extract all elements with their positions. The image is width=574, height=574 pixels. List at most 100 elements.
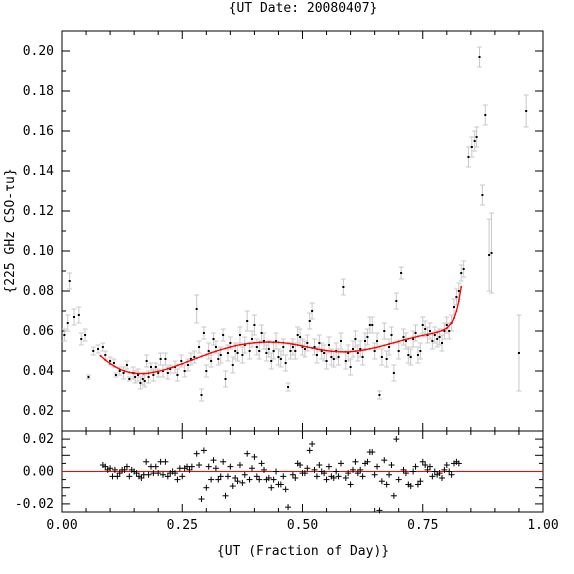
fit-point (272, 341, 275, 344)
data-point (359, 348, 362, 350)
fit-point (416, 335, 419, 338)
residual-point (160, 471, 167, 478)
data-point (303, 348, 306, 350)
data-point (258, 350, 261, 352)
data-point (291, 346, 294, 348)
fit-point (364, 348, 367, 351)
residual-point (200, 447, 207, 454)
data-point (66, 322, 69, 324)
residual-point (179, 473, 186, 480)
data-point (470, 146, 473, 148)
data-point (176, 374, 179, 376)
residual-point (410, 468, 417, 475)
residual-point (114, 473, 121, 480)
residual-point (323, 476, 330, 483)
data-point (296, 334, 299, 336)
residual-point (121, 466, 128, 473)
fit-point (354, 350, 357, 353)
data-point (440, 342, 443, 344)
data-point (318, 342, 321, 344)
residual-point (330, 474, 337, 481)
data-point (412, 338, 415, 340)
data-point (80, 338, 83, 340)
residual-point (282, 486, 289, 493)
data-point (214, 346, 217, 348)
x-tick-label: 0.00 (46, 518, 77, 533)
data-point (195, 308, 198, 310)
residual-point (424, 466, 431, 473)
data-point (180, 360, 183, 362)
y-tick-label: 0.02 (23, 404, 54, 419)
data-point (445, 324, 448, 326)
fit-point (436, 331, 439, 334)
residual-point (402, 470, 409, 477)
data-point (198, 346, 201, 348)
data-point (246, 320, 249, 322)
residual-point (196, 462, 203, 469)
data-point (238, 334, 241, 336)
data-point (342, 286, 345, 288)
data-point (481, 194, 484, 196)
residual-point (419, 458, 426, 465)
residual-point (198, 496, 205, 503)
residual-panel: 0.00 0.25 0.50 0.75 1.00 0.02 0.00 -0.02 (15, 430, 559, 533)
y-tick-label: -0.02 (15, 497, 54, 512)
residual-point (224, 473, 231, 480)
residual-point (390, 492, 397, 499)
fit-point (311, 347, 314, 349)
residual-point (301, 470, 308, 477)
fit-point (431, 332, 434, 335)
residual-point (335, 473, 342, 480)
residual-point (261, 466, 268, 473)
data-point (136, 374, 139, 376)
residual-point (241, 471, 248, 478)
fit-point (383, 344, 386, 347)
data-point (313, 346, 316, 348)
data-point (373, 350, 376, 352)
residual-point (455, 460, 462, 467)
residual-point (138, 474, 145, 481)
residual-point (234, 478, 241, 485)
data-point (97, 348, 100, 350)
fit-point (359, 349, 362, 352)
data-point (145, 360, 148, 362)
data-point (154, 366, 157, 368)
data-point (210, 360, 213, 362)
residual-point (393, 436, 400, 443)
residual-point (258, 460, 265, 467)
data-point (128, 378, 131, 380)
data-point (462, 268, 465, 270)
data-point (478, 56, 481, 58)
residual-point (443, 462, 450, 469)
residual-point (354, 470, 361, 477)
data-point (241, 354, 244, 356)
residual-point (448, 471, 455, 478)
residual-point (347, 481, 354, 488)
residual-point (345, 470, 352, 477)
y-tick-label: 0.14 (23, 164, 54, 179)
residual-point (229, 483, 236, 490)
data-point (282, 346, 285, 348)
fit-point (460, 286, 463, 288)
data-point (226, 352, 229, 354)
residual-point (143, 458, 150, 465)
data-point (490, 252, 493, 254)
data-point (166, 372, 169, 374)
residual-point (381, 457, 388, 464)
data-point (205, 370, 208, 372)
data-point (436, 338, 439, 340)
data-point (299, 336, 302, 338)
residual-point (265, 474, 272, 481)
data-point (250, 338, 253, 340)
residual-point (256, 476, 263, 483)
residual-point (321, 470, 328, 477)
residual-point (431, 468, 438, 475)
data-point (347, 352, 350, 354)
fit-point (162, 369, 165, 372)
fit-point (455, 310, 458, 312)
fit-point (210, 351, 213, 354)
data-point (202, 332, 205, 334)
residual-point (212, 465, 219, 472)
data-point (294, 350, 297, 352)
residual-point (311, 466, 318, 473)
